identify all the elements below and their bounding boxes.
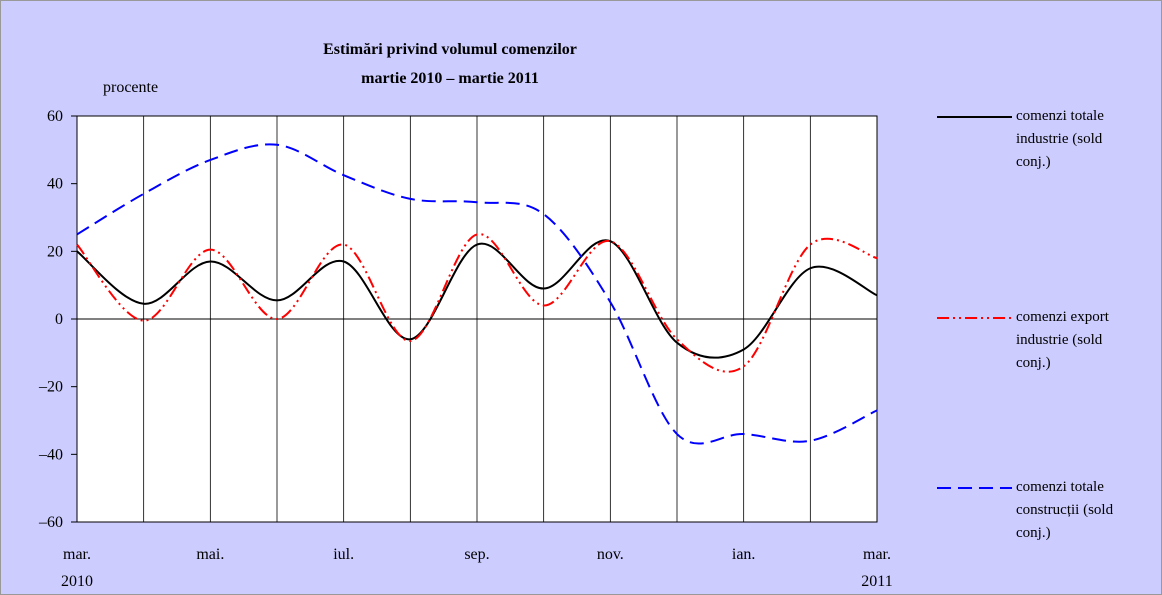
y-tick-label: 40: [47, 176, 63, 193]
chart-title: Estimări privind volumul comenzilor: [323, 41, 577, 58]
legend-label: comenzi export industrie (sold conj.): [1016, 309, 1109, 371]
legend-label: comenzi totale industrie (sold conj.): [1016, 108, 1104, 170]
series-line: [76, 233, 878, 373]
x-tick-label: mai.: [196, 546, 225, 563]
y-tick-label: –40: [38, 446, 63, 463]
x-tick-label: iul.: [333, 546, 355, 563]
x-tick-label: mar. 2011: [861, 546, 893, 590]
plot-border: [76, 115, 878, 523]
y-tick-label: 0: [55, 311, 63, 328]
series-line: [76, 239, 878, 359]
legend-label: comenzi totale construcții (sold conj.): [1016, 479, 1114, 541]
x-tick-label: nov.: [596, 546, 624, 563]
series-line: [76, 143, 878, 445]
y-tick-label: 20: [47, 243, 63, 260]
y-tick-label: 60: [47, 108, 63, 125]
y-tick-label: –60: [38, 514, 63, 531]
x-tick-label: ian.: [731, 546, 756, 563]
x-tick-label: sep.: [464, 546, 490, 563]
y-tick-label: –20: [38, 379, 63, 396]
y-axis-label: procente: [103, 79, 158, 96]
x-tick-label: mar. 2010: [61, 546, 93, 590]
chart-subtitle: martie 2010 – martie 2011: [361, 70, 539, 87]
